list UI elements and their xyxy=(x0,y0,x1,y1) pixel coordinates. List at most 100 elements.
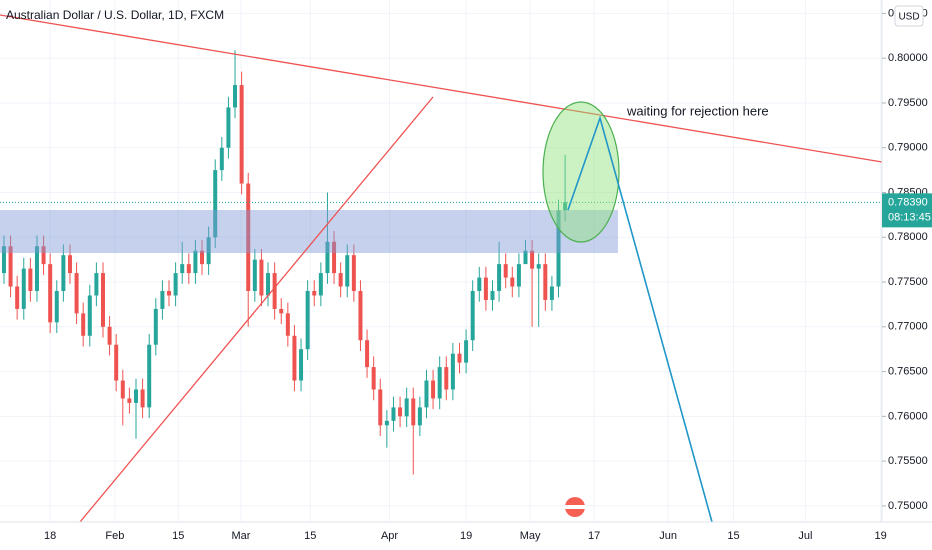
candle-body xyxy=(34,246,39,291)
candle-body xyxy=(8,246,13,287)
candle-body xyxy=(133,389,138,403)
candle-body xyxy=(312,290,317,296)
candle-body xyxy=(74,273,79,314)
y-tick-label: 0.76000 xyxy=(888,410,928,422)
candle-body xyxy=(431,380,436,399)
candle-body xyxy=(272,273,277,309)
candle-body xyxy=(67,255,72,274)
x-tick-label: 15 xyxy=(727,530,739,542)
x-tick-label: Feb xyxy=(105,530,124,542)
candle-body xyxy=(15,286,20,309)
y-tick-label: 0.76500 xyxy=(888,365,928,377)
candle-body xyxy=(1,246,6,274)
candle-body xyxy=(200,250,205,265)
candle-body xyxy=(464,340,469,363)
candle-body xyxy=(292,335,297,381)
axes: 0.75000 0.75500 0.76000 0.76500 0.77000 0.775… xyxy=(44,7,932,542)
candle-body xyxy=(530,250,535,269)
x-tick-label: Jun xyxy=(659,530,677,542)
plot-area xyxy=(0,0,882,522)
candle-body xyxy=(450,353,455,390)
candle-body xyxy=(127,398,132,403)
currency-label[interactable]: USD xyxy=(898,12,919,23)
candle-body xyxy=(483,277,488,300)
candle-body xyxy=(213,170,218,238)
x-tick-label: Apr xyxy=(381,530,398,542)
candle-body xyxy=(160,290,165,309)
candle-body xyxy=(233,85,238,108)
candle-body xyxy=(61,255,66,291)
candle-body xyxy=(378,389,383,426)
candle-body xyxy=(226,107,231,148)
candle-body xyxy=(252,259,257,291)
candle-body xyxy=(549,286,554,300)
candle-body xyxy=(563,202,568,211)
candle-body xyxy=(299,349,304,381)
candle-body xyxy=(398,407,403,417)
candle-body xyxy=(186,264,191,274)
candle-body xyxy=(219,147,224,171)
candle-body xyxy=(193,250,198,274)
candle-body xyxy=(318,273,323,296)
candle-body xyxy=(246,183,251,291)
candle-body xyxy=(556,210,561,287)
candle-body xyxy=(279,308,284,314)
candle-body xyxy=(167,290,172,296)
candle-body xyxy=(94,273,99,296)
candle-body xyxy=(87,295,92,336)
candle-body xyxy=(417,407,422,426)
candle-body xyxy=(153,308,158,345)
candle-body xyxy=(100,273,105,327)
x-tick-label: May xyxy=(520,530,541,542)
last-price-label: 0.78390 xyxy=(888,196,928,208)
candle-body xyxy=(114,344,119,381)
candle-body xyxy=(41,246,46,265)
candle-body xyxy=(332,241,337,274)
candle-body xyxy=(266,273,271,296)
candle-body xyxy=(338,273,343,287)
candle-body xyxy=(470,290,475,341)
x-tick-label: 18 xyxy=(44,530,56,542)
candle-body xyxy=(259,259,264,296)
candle-body xyxy=(536,264,541,269)
annotation: waiting for rejection here xyxy=(626,103,769,118)
x-tick-label: Mar xyxy=(231,530,250,542)
candle-body xyxy=(424,380,429,408)
candle-body xyxy=(107,326,112,345)
candle-body xyxy=(371,367,376,390)
candle-body xyxy=(351,255,356,291)
candle-body xyxy=(391,407,396,421)
candle-body xyxy=(365,340,370,368)
candle-body xyxy=(503,264,508,278)
candle-body xyxy=(345,255,350,287)
candle-body xyxy=(325,241,330,274)
candle-body xyxy=(477,277,482,291)
candle-body xyxy=(48,264,53,323)
countdown-label: 08:13:45 xyxy=(888,211,931,223)
candle-body xyxy=(411,398,416,426)
candle-body xyxy=(120,380,125,399)
candle-body xyxy=(81,313,86,336)
candle-body xyxy=(444,367,449,390)
y-tick-label: 0.78000 xyxy=(888,231,928,243)
event-icon xyxy=(565,497,585,517)
candle-body xyxy=(384,420,389,426)
candle-body xyxy=(28,268,33,291)
y-tick-label: 0.75500 xyxy=(888,455,928,467)
candle-body xyxy=(404,398,409,417)
candle-body xyxy=(457,353,462,363)
candle-body xyxy=(173,273,178,296)
projection-path xyxy=(567,115,713,523)
candle-body xyxy=(490,290,495,300)
x-tick-label: Jul xyxy=(798,530,812,542)
candle-body xyxy=(497,264,502,291)
candle-body xyxy=(239,85,244,184)
y-tick-label: 0.75000 xyxy=(888,500,928,512)
candle-body xyxy=(140,389,145,408)
currency-button[interactable] xyxy=(894,5,924,27)
x-tick-label: 17 xyxy=(588,530,600,542)
candle-body xyxy=(305,290,310,350)
chart-title: Australian Dollar / U.S. Dollar, 1D, FXC… xyxy=(6,8,224,22)
x-tick-label: 15 xyxy=(172,530,184,542)
